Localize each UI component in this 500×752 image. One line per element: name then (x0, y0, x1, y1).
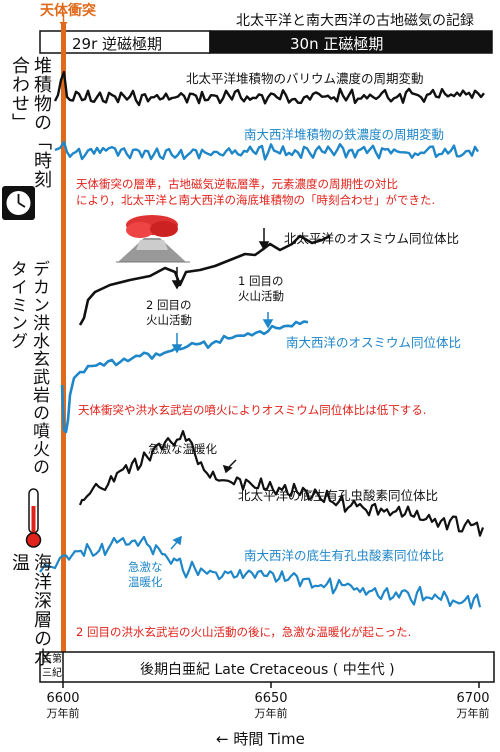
sa-iron-curve (54, 140, 480, 161)
tick-6650-value: 6650 (254, 691, 288, 706)
normal-chron-box (209, 30, 493, 54)
eruption2-line1: 2 回目の (146, 298, 192, 312)
np-benthic-curve (78, 430, 485, 537)
time-axis-label: ← 時間 Time (216, 730, 305, 748)
np-osmium-label: 北太平洋のオスミウム同位体比 (284, 231, 460, 246)
eruption1-line2: 火山活動 (238, 289, 284, 303)
eruption1-label: 1 回目の 火山活動 (238, 274, 284, 304)
tick-6600-value: 6600 (46, 691, 80, 706)
impact-label: 天体衝突 (40, 3, 96, 19)
tick-6700: 6700 万年前 (448, 691, 498, 721)
sync-side-label: 堆積物の「時刻合わせ」 (9, 56, 52, 189)
sync-note-2: により，北太平洋と南大西洋の海底堆積物の「時刻合わせ」ができた. (76, 193, 436, 207)
eruption2-line2: 火山活動 (146, 313, 192, 327)
warming-blue-line1: 急激な (128, 560, 163, 574)
np-barium-curve (53, 70, 485, 107)
eruption1-line1: 1 回目の (238, 274, 284, 288)
warming-black-label: 急激な温暖化 (148, 442, 217, 456)
np-benthic-label: 北太平洋の底生有孔虫酸素同位体比 (238, 488, 439, 503)
tick-6600-unit: 万年前 (46, 707, 80, 720)
data-curves (39, 70, 485, 610)
sa-benthic-label: 南大西洋の底生有孔虫酸素同位体比 (244, 548, 445, 563)
impact-line (61, 22, 66, 652)
sync-note-1: 天体衝突の層準，古地磁気逆転層準，元素濃度の周期性の対比 (76, 177, 398, 191)
tick-6650: 6650 万年前 (246, 691, 296, 721)
annotation-arrows-blue (170, 312, 274, 550)
sa-osmium-curve (60, 320, 309, 434)
warming-blue-line2: 温暖化 (128, 575, 163, 589)
warming-blue-label: 急激な 温暖化 (128, 560, 163, 590)
tick-6700-unit: 万年前 (456, 707, 490, 720)
tick-6650-unit: 万年前 (254, 707, 288, 720)
paleogene-label: 古第 三紀 (41, 653, 63, 681)
annotation-arrows (171, 228, 270, 474)
deccan-side-label: デカン洪水玄武岩の噴火のタイミング (7, 260, 49, 476)
osmium-note: 天体衝突や洪水玄武岩の噴火によりオスミウム同位体比は低下する. (78, 403, 427, 417)
reverse-chron-label: 29r 逆磁極期 (72, 35, 163, 53)
temp-side-label: 海洋深層の水温 (9, 553, 52, 667)
np-barium-label: 北太平洋堆積物のバリウム濃度の周期変動 (186, 71, 424, 86)
sa-iron-label: 南大西洋堆積物の鉄濃度の周期変動 (244, 127, 445, 142)
eruption2-label: 2 回目の 火山活動 (146, 298, 192, 328)
cretaceous-label: 後期白亜紀 Late Cretaceous ( 中生代 ) (140, 662, 395, 678)
sa-osmium-label: 南大西洋のオスミウム同位体比 (286, 335, 462, 350)
axis-ticks (62, 682, 480, 688)
paleogene-line2: 三紀 (42, 668, 62, 679)
warming-note: 2 回目の洪水玄武岩の火山活動の後に，急激な温暖化が起こった. (76, 625, 412, 639)
tick-6700-value: 6700 (456, 691, 490, 706)
volcano-icon (116, 215, 190, 263)
tick-6600: 6600 万年前 (38, 691, 88, 721)
clock-icon (2, 186, 35, 220)
timescale-box (39, 651, 495, 683)
thermometer-icon (25, 488, 42, 548)
record-title: 北太平洋と南大西洋の古地磁気の記録 (236, 13, 474, 29)
normal-chron-label: 30n 正磁極期 (290, 35, 384, 53)
sa-benthic-curve (39, 535, 482, 610)
np-osmium-curve (78, 234, 331, 326)
paleogene-line1: 古第 (42, 654, 62, 665)
deccan-side-label-a: デカン洪水玄武岩の噴火のタイミング (6, 260, 50, 490)
impact-arrowhead (59, 22, 68, 28)
